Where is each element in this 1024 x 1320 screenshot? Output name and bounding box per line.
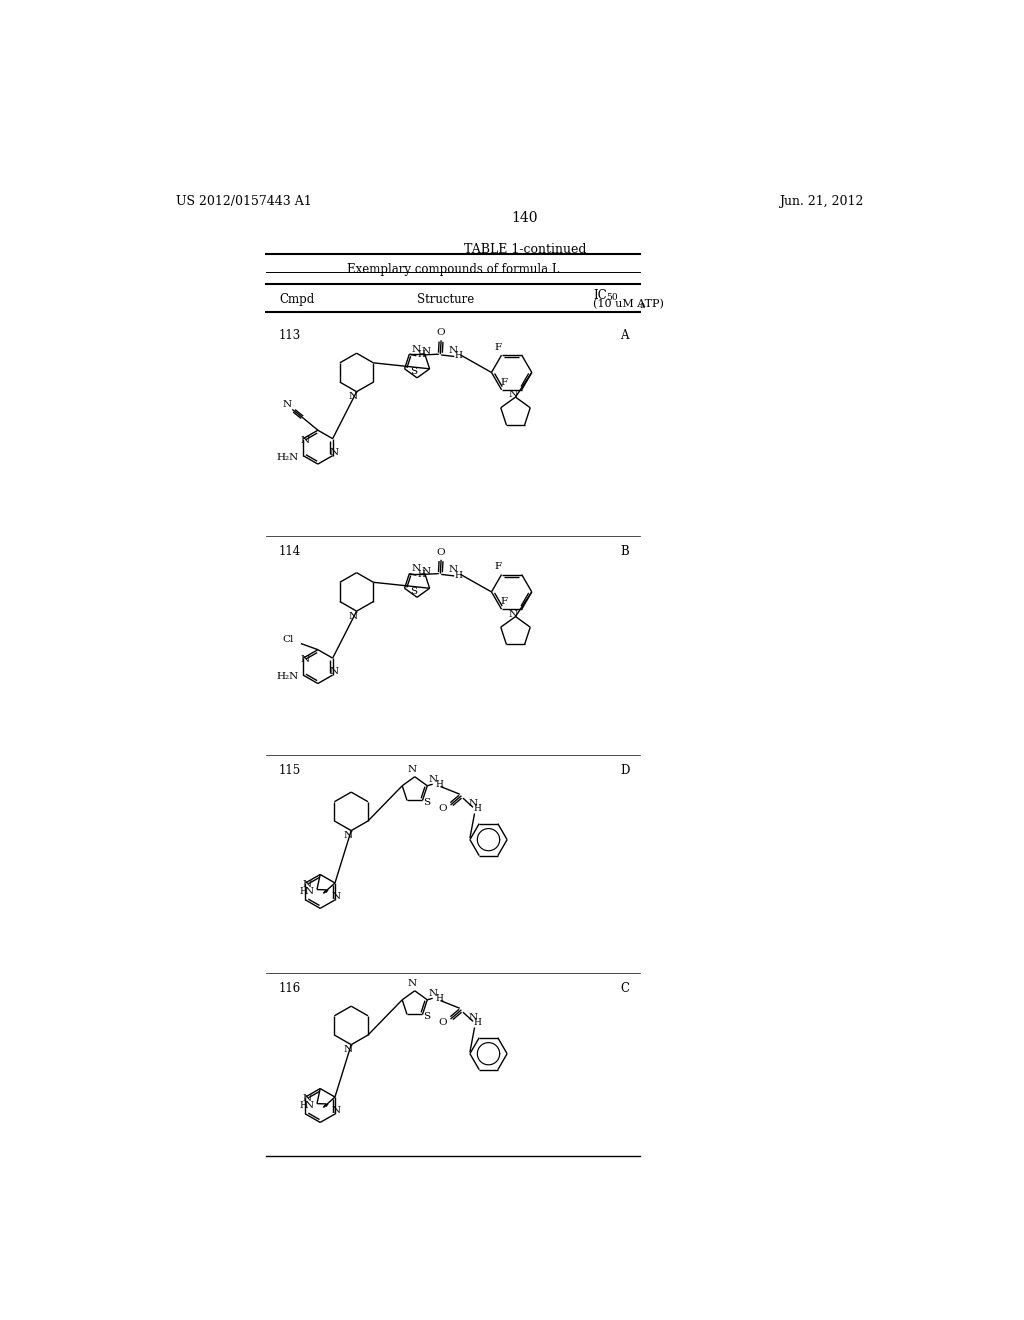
Text: N: N	[421, 566, 430, 576]
Text: N: N	[305, 887, 313, 896]
Text: O: O	[437, 548, 445, 557]
Text: 115: 115	[280, 764, 301, 777]
Text: F: F	[495, 562, 501, 572]
Text: H: H	[435, 780, 442, 789]
Text: O: O	[438, 804, 447, 813]
Text: Cl: Cl	[283, 635, 294, 644]
Text: N: N	[412, 345, 421, 354]
Text: O: O	[437, 329, 445, 337]
Text: F: F	[501, 378, 508, 387]
Text: Structure: Structure	[417, 293, 474, 306]
Text: a: a	[640, 301, 645, 310]
Text: N: N	[429, 989, 438, 998]
Text: N: N	[408, 766, 417, 775]
Text: O: O	[438, 1019, 447, 1027]
Text: N: N	[300, 436, 309, 445]
Text: N: N	[509, 610, 518, 619]
Text: N: N	[468, 1012, 477, 1022]
Text: H: H	[474, 804, 481, 813]
Text: N: N	[330, 668, 339, 676]
Text: Cmpd: Cmpd	[280, 293, 314, 306]
Text: IC: IC	[593, 289, 607, 302]
Text: H: H	[455, 351, 462, 360]
Text: N: N	[283, 400, 292, 409]
Text: F: F	[495, 343, 501, 352]
Text: N: N	[421, 347, 430, 356]
Text: Exemplary compounds of formula I.: Exemplary compounds of formula I.	[347, 263, 560, 276]
Text: TABLE 1-continued: TABLE 1-continued	[464, 243, 586, 256]
Text: 116: 116	[280, 982, 301, 995]
Text: N: N	[449, 346, 458, 355]
Text: H: H	[417, 350, 425, 359]
Text: 114: 114	[280, 545, 301, 558]
Text: (10 uM ATP): (10 uM ATP)	[593, 300, 664, 310]
Text: N: N	[412, 565, 421, 573]
Text: S: S	[423, 799, 430, 808]
Text: N: N	[330, 447, 339, 457]
Text: Jun. 21, 2012: Jun. 21, 2012	[779, 195, 863, 209]
Text: S: S	[411, 586, 418, 595]
Text: N: N	[343, 832, 352, 841]
Text: N: N	[305, 1101, 313, 1110]
Text: N: N	[449, 565, 458, 574]
Text: N: N	[408, 979, 417, 989]
Text: H: H	[474, 1019, 481, 1027]
Text: F: F	[501, 597, 508, 606]
Text: C: C	[621, 982, 629, 995]
Text: H₂N: H₂N	[276, 672, 298, 681]
Text: N: N	[302, 1094, 311, 1104]
Text: N: N	[349, 612, 358, 620]
Text: N: N	[300, 655, 309, 664]
Text: N: N	[332, 1106, 341, 1115]
Text: H: H	[299, 887, 307, 896]
Text: H₂N: H₂N	[276, 453, 298, 462]
Text: 113: 113	[280, 330, 301, 342]
Text: N: N	[509, 391, 518, 399]
Text: 140: 140	[512, 211, 538, 224]
Text: S: S	[411, 367, 418, 376]
Text: B: B	[621, 545, 629, 558]
Text: N: N	[429, 775, 438, 784]
Text: N: N	[343, 1045, 352, 1055]
Text: 50: 50	[606, 293, 617, 302]
Text: N: N	[332, 892, 341, 902]
Text: N: N	[302, 880, 311, 888]
Text: H: H	[435, 994, 442, 1003]
Text: N: N	[349, 392, 358, 401]
Text: S: S	[423, 1012, 430, 1022]
Text: D: D	[621, 764, 630, 777]
Text: H: H	[299, 1101, 307, 1110]
Text: US 2012/0157443 A1: US 2012/0157443 A1	[176, 195, 311, 209]
Text: H: H	[417, 570, 425, 579]
Text: A: A	[621, 330, 629, 342]
Text: N: N	[468, 799, 477, 808]
Text: H: H	[455, 570, 462, 579]
